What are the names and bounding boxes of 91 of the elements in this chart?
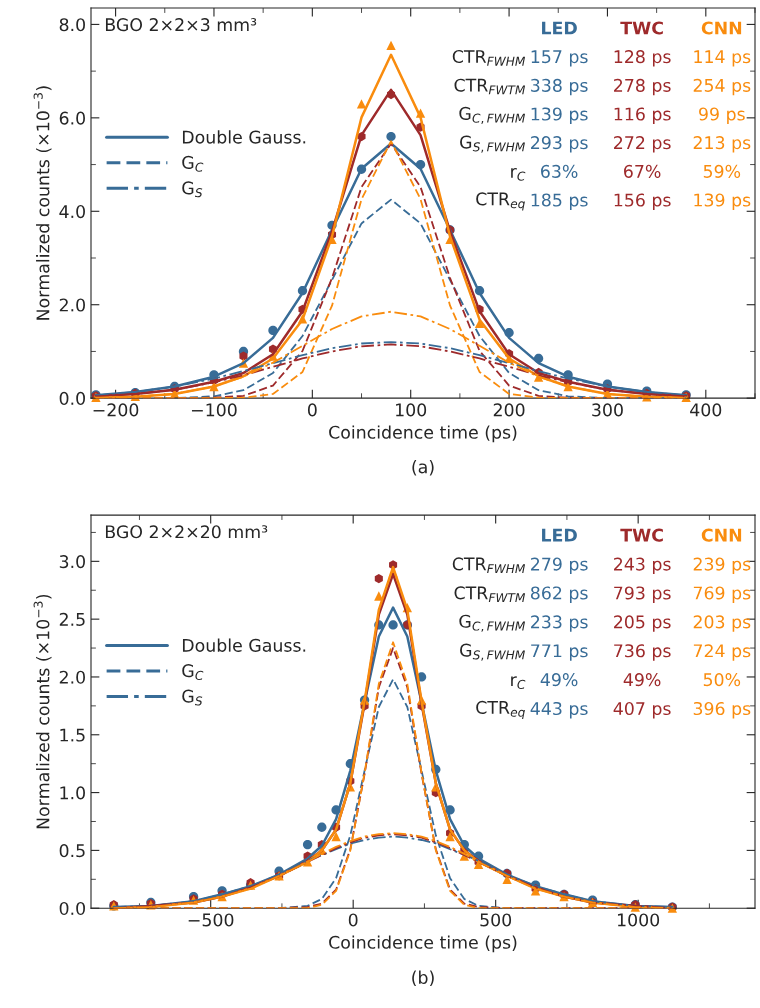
text: TWC [620, 21, 663, 35]
y-tick-label: 0.0 [59, 391, 85, 405]
text: CNN [701, 528, 742, 542]
y-tick-label: 2.0 [59, 670, 85, 684]
annotation: 139 ps [694, 193, 751, 210]
annotation: r$_{C}$ [511, 676, 526, 689]
annotation: 278 ps [614, 78, 671, 96]
x-tick-label: 1000 [617, 913, 660, 927]
annotation: 443 ps [530, 701, 588, 719]
annotation: CTR$_{FWTM}$ [454, 78, 526, 95]
y-tick-label: 1.0 [60, 786, 85, 800]
annotation: CTR$_{eq}$ [476, 192, 525, 211]
annotation: 139 ps [531, 107, 588, 124]
x-tick-label: −500 [188, 913, 234, 927]
annotation: 769 ps [693, 586, 751, 603]
annotation: 99 ps [699, 107, 745, 124]
y-axis-title: Normalized counts (×10$^{−3}$) [33, 594, 52, 829]
legend-label: Double Gauss. [182, 638, 306, 652]
y-axis-title: Normalized counts (×10$^{−3}$) [33, 86, 52, 320]
x-tick-label: 400 [690, 403, 722, 417]
x-tick-label: 500 [480, 913, 512, 927]
text: LED [542, 21, 577, 35]
x-tick-label: −200 [93, 403, 139, 417]
x-tick-label: −100 [191, 403, 237, 417]
x-tick-label: 0 [348, 913, 358, 927]
text: (a) [412, 460, 434, 476]
y-tick-label: 2.0 [59, 298, 85, 312]
annotation: CTR$_{eq}$ [476, 700, 525, 720]
annotation: 67% [624, 164, 661, 178]
x-tick-label: 200 [493, 403, 525, 417]
chart-title: BGO 2×2×3 mm³ [105, 18, 257, 32]
annotation: 279 ps [531, 557, 588, 575]
annotation: 156 ps [614, 193, 671, 210]
y-tick-label: 0.5 [59, 844, 85, 858]
y-tick-label: 4.0 [59, 205, 85, 219]
chart-title: BGO 2×2×20 mm³ [105, 525, 268, 539]
annotation: 63% [541, 164, 578, 178]
annotation: 205 ps [614, 615, 671, 632]
annotation: 128 ps [614, 50, 671, 67]
x-tick-label: 300 [592, 403, 623, 417]
annotation: G$_{S,FWHM}$ [460, 135, 525, 153]
annotation: 407 ps [613, 701, 671, 719]
text: TWC [620, 528, 663, 542]
annotation: 243 ps [614, 557, 671, 575]
y-tick-label: 6.0 [59, 111, 85, 125]
annotation: 396 ps [693, 701, 751, 719]
legend-label: G$_{S}$ [182, 689, 203, 706]
text: CNN [701, 21, 742, 35]
legend-label: G$_{S}$ [182, 181, 203, 198]
annotation: 59% [703, 164, 741, 178]
annotation: CTR$_{FWHM}$ [452, 49, 526, 66]
legend-label: G$_{C}$ [182, 664, 204, 681]
annotation: 116 ps [614, 107, 671, 124]
annotation: r$_{C}$ [511, 167, 526, 181]
annotation: 724 ps [693, 644, 751, 661]
annotation: CTR$_{FWTM}$ [454, 586, 526, 602]
annotation: 736 ps [614, 644, 671, 661]
annotation: 157 ps [531, 50, 588, 67]
y-tick-label: 2.5 [59, 612, 85, 626]
x-tick-label: 100 [396, 403, 427, 417]
y-tick-label: 3.0 [59, 555, 85, 569]
annotation: 272 ps [614, 136, 671, 153]
annotation: 185 ps [531, 193, 588, 210]
legend-label: Double Gauss. [182, 130, 306, 144]
annotation: 338 ps [531, 78, 588, 96]
annotation: 293 ps [531, 136, 588, 153]
y-tick-label: 0.0 [59, 901, 85, 916]
annotation: CTR$_{FWHM}$ [452, 557, 526, 574]
annotation: G$_{S,FWHM}$ [460, 643, 525, 661]
text: (b) [412, 970, 434, 987]
annotation: G$_{C,FWHM}$ [459, 614, 526, 632]
text: LED [542, 528, 577, 542]
x-axis-title: Coincidence time (ps) [329, 935, 517, 953]
annotation: 50% [703, 673, 741, 687]
annotation: 793 ps [614, 586, 671, 603]
legend-label: G$_{C}$ [182, 155, 204, 172]
y-tick-label: 8.0 [59, 18, 85, 32]
annotation: 239 ps [693, 557, 751, 575]
y-tick-label: 1.5 [60, 728, 85, 742]
annotation: 49% [540, 673, 578, 687]
x-tick-label: 0 [307, 403, 317, 417]
annotation: 233 ps [531, 615, 588, 632]
annotation: 213 ps [693, 136, 751, 153]
annotation: 203 ps [693, 615, 751, 632]
annotation: 862 ps [530, 586, 588, 603]
annotation: G$_{C,FWHM}$ [459, 106, 526, 124]
annotation: 114 ps [694, 50, 751, 67]
annotation: 771 ps [531, 644, 588, 661]
annotation: 49% [623, 673, 661, 687]
x-axis-title: Coincidence time (ps) [329, 425, 517, 443]
annotation: 254 ps [693, 78, 751, 96]
